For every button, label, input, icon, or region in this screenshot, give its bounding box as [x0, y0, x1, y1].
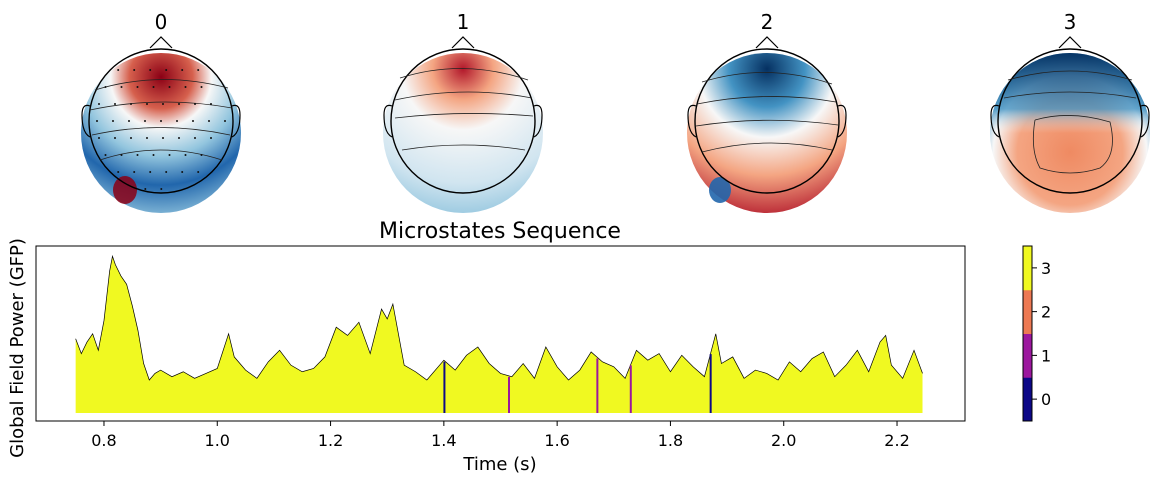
x-axis-label: Time (s) [462, 454, 536, 475]
sequence-chart: Microstates Sequence 0.8 1.0 1.2 1.4 1.6 1.8 2… [7, 219, 966, 475]
electrode-dot [200, 154, 203, 156]
colorbar-tick-label: 2 [1041, 303, 1051, 322]
electrode-dot [117, 69, 120, 71]
electrode-dot [133, 69, 136, 71]
electrode-dot [136, 86, 139, 88]
electrode-dot [162, 137, 164, 139]
topomap-2: 2 [687, 10, 847, 213]
electrode-dot [200, 86, 203, 88]
electrode-dot [120, 154, 123, 156]
electrode-dot [112, 120, 114, 122]
electrode-dot [128, 120, 130, 122]
electrode-dot [165, 171, 168, 173]
colorbar-tick-label: 1 [1041, 346, 1051, 365]
electrode-dot [178, 103, 180, 105]
x-tick-label: 2.2 [884, 431, 909, 450]
colorbar-bands [1023, 246, 1032, 422]
topomap-title-2: 2 [761, 10, 774, 34]
topomap-3: 3 [990, 10, 1150, 213]
electrode-dot [210, 103, 212, 105]
colorbar: 0 1 2 3 [1022, 245, 1051, 422]
x-tick-label: 1.8 [658, 431, 683, 450]
electrode-dot [120, 86, 123, 88]
electrode-dot [146, 103, 148, 105]
electrode-dot [176, 120, 178, 122]
electrode-dot [114, 103, 116, 105]
colorbar-band-2 [1023, 289, 1032, 334]
electrode-dot [184, 86, 187, 88]
electrode-dot [152, 86, 155, 88]
electrode-dot [168, 154, 171, 156]
plot-area [75, 254, 923, 413]
colorbar-band-0 [1023, 377, 1032, 422]
electrode-dot [181, 69, 184, 71]
electrode-dot [210, 137, 212, 139]
electrode-dot [160, 188, 163, 190]
electrode-dot [181, 171, 184, 173]
topomap-title-0: 0 [155, 10, 168, 34]
electrode-dot [133, 171, 136, 173]
electrode-dot [152, 154, 155, 156]
electrode-dot [96, 120, 98, 122]
electrode-dot [117, 171, 120, 173]
x-tick-label: 1.6 [544, 431, 569, 450]
electrode-dot [165, 69, 168, 71]
x-axis: 0.8 1.0 1.2 1.4 1.6 1.8 2.0 2.2 [91, 421, 910, 450]
topomap-title-1: 1 [457, 10, 470, 34]
electrode-dot [114, 137, 116, 139]
electrode-dot [104, 86, 107, 88]
colorbar-band-3 [1023, 246, 1032, 291]
topomap-title-3: 3 [1064, 10, 1077, 34]
electrode-dot [98, 103, 100, 105]
colorbar-ticks: 0 1 2 3 [1032, 259, 1051, 409]
electrode-dot [194, 103, 196, 105]
colorbar-tick-label: 3 [1041, 259, 1051, 278]
electrode-dot [162, 103, 164, 105]
electrode-dot [144, 120, 146, 122]
x-tick-label: 1.2 [318, 431, 343, 450]
x-tick-label: 2.0 [771, 431, 796, 450]
electrode-dot [149, 171, 152, 173]
electrode-dot [192, 120, 194, 122]
x-tick-label: 1.0 [205, 431, 230, 450]
electrode-dot [98, 137, 100, 139]
axes-frame [35, 245, 966, 422]
electrode-dot [146, 137, 148, 139]
chart-title: Microstates Sequence [379, 219, 621, 244]
electrode-dot [144, 188, 147, 190]
colorbar-tick-label: 0 [1041, 390, 1051, 409]
x-tick-label: 1.4 [431, 431, 456, 450]
electrode-dot [160, 120, 162, 122]
gfp-area [75, 256, 923, 413]
gfp-line [75, 254, 923, 381]
colorbar-band-1 [1023, 333, 1032, 378]
electrode-dot [130, 137, 132, 139]
electrode-dot [197, 171, 200, 173]
electrode-dot [168, 86, 171, 88]
electrode-dot [194, 137, 196, 139]
electrode-dot [224, 120, 226, 122]
electrode-dot [104, 154, 107, 156]
electrode-dot [149, 69, 152, 71]
electrode-dot [197, 69, 200, 71]
electrode-dot [136, 154, 139, 156]
x-tick-label: 0.8 [91, 431, 116, 450]
y-axis-label: Global Field Power (GFP) [7, 238, 28, 458]
electrode-dot [184, 154, 187, 156]
electrode-dot [208, 120, 210, 122]
electrode-dot [178, 137, 180, 139]
colorbar-frame [1022, 245, 1033, 422]
topomap-0: 0 [81, 10, 241, 213]
electrode-dot [130, 103, 132, 105]
